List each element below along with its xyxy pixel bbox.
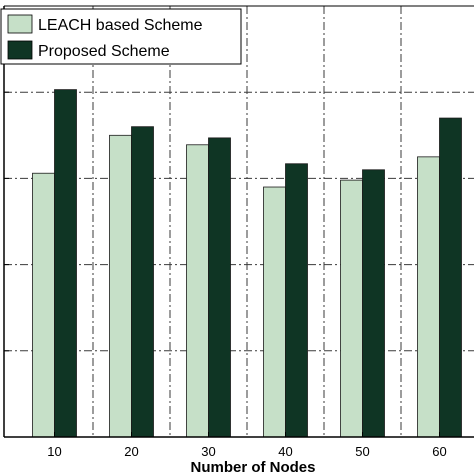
axes (3, 5, 474, 438)
x-tick-label-50: 50 (355, 444, 369, 459)
bar-leach-50 (340, 179, 363, 438)
bar-proposed-10 (54, 89, 77, 438)
bar-leach-20 (109, 134, 132, 438)
legend-label-leach: LEACH based Scheme (38, 17, 203, 34)
x-tick-label-30: 30 (201, 444, 215, 459)
bar-leach-10 (32, 172, 55, 438)
x-tick-label-10: 10 (47, 444, 61, 459)
x-tick-label-60: 60 (432, 444, 446, 459)
x-tick-label-40: 40 (278, 444, 292, 459)
bar-proposed-20 (131, 126, 154, 438)
bar-proposed-30 (208, 137, 231, 438)
x-tick-label-20: 20 (124, 444, 138, 459)
x-tick-labels: 10 20 30 40 50 60 (47, 432, 447, 459)
bar-proposed-40 (285, 163, 308, 438)
grid-lines (4, 6, 474, 437)
legend-box (0, 8, 242, 65)
legend-swatch-leach (7, 14, 33, 34)
bar-leach-60 (417, 156, 440, 438)
legend-swatch-proposed (7, 40, 33, 60)
bar-leach-30 (186, 144, 209, 438)
bar-leach-40 (263, 186, 286, 438)
bars (32, 89, 462, 438)
bar-proposed-50 (362, 169, 385, 438)
legend: LEACH based Scheme Proposed Scheme (0, 8, 242, 65)
bar-proposed-60 (439, 117, 462, 438)
legend-label-proposed: Proposed Scheme (38, 43, 170, 60)
x-axis-title: Number of Nodes (190, 459, 315, 474)
